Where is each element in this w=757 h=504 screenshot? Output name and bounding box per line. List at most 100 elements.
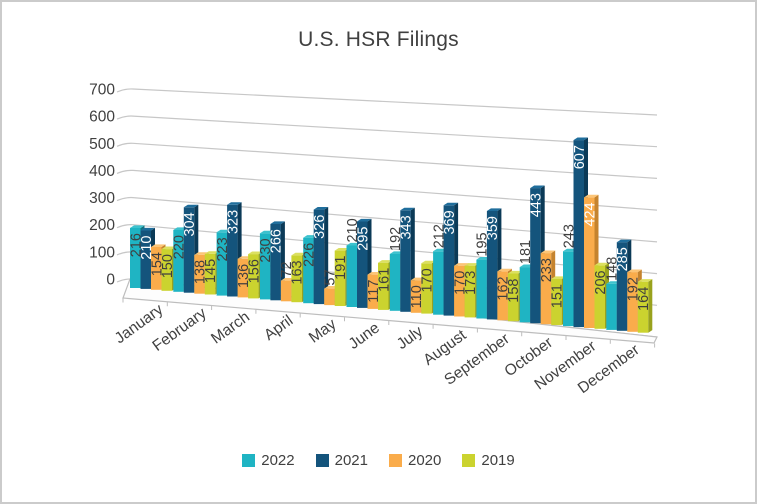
data-label-2019-august: 173	[463, 271, 479, 295]
bar-2022-february	[173, 230, 184, 292]
bar-top-2021-june	[357, 218, 372, 222]
data-label-2021-august: 369	[442, 210, 458, 234]
bar-side-2019-december	[648, 279, 653, 333]
bar-top-2021-february	[183, 204, 199, 208]
data-label-2022-february: 220	[172, 235, 188, 259]
bar-2022-may	[303, 237, 314, 304]
data-label-2019-february: 145	[203, 259, 219, 283]
data-label-2021-november: 607	[572, 145, 588, 169]
data-label-2020-february: 138	[193, 260, 209, 284]
bar-top-2019-july	[421, 260, 436, 264]
bar-2019-july	[421, 263, 432, 314]
y-axis-label-600: 600	[89, 109, 115, 126]
bar-2022-july	[389, 254, 401, 311]
data-label-2021-july: 343	[399, 215, 415, 239]
bar-2022-december	[606, 283, 617, 330]
bar-2021-march	[227, 204, 238, 297]
bar-top-2019-january	[161, 246, 176, 250]
gridline-300	[116, 196, 658, 243]
y-axis-label-400: 400	[89, 163, 115, 180]
x-axis-label-april: April	[261, 312, 296, 344]
bar-top-2019-april	[291, 252, 306, 256]
data-label-2019-april: 163	[290, 260, 306, 284]
legend-item-2022: 2022	[242, 452, 295, 469]
bar-2021-december	[616, 242, 628, 331]
data-label-2022-august: 212	[431, 224, 447, 248]
bar-top-2022-january	[130, 225, 145, 228]
bar-top-2019-february	[204, 251, 220, 254]
data-label-2020-september: 162	[496, 276, 512, 300]
data-label-2021-january: 210	[139, 236, 155, 260]
x-axis-label-may: May	[306, 316, 340, 347]
data-label-2019-november: 206	[593, 270, 609, 294]
data-label-2020-november: 424	[582, 202, 598, 226]
legend-label-2019: 2019	[481, 452, 515, 469]
bar-top-2021-march	[227, 202, 242, 205]
bar-2022-october	[519, 267, 531, 323]
bar-2021-april	[270, 224, 281, 301]
bar-2021-october	[530, 188, 541, 324]
bar-top-2019-december	[637, 279, 653, 282]
data-label-2021-february: 304	[182, 212, 198, 236]
legend-swatch-2019	[462, 454, 476, 467]
bar-2020-august	[454, 265, 465, 317]
bar-top-2020-november	[584, 194, 599, 198]
bar-2019-august	[464, 265, 476, 318]
bar-2022-june	[346, 245, 357, 307]
data-label-2020-october: 233	[539, 258, 555, 282]
data-label-2021-october: 443	[529, 193, 545, 217]
data-label-2020-april: 72	[279, 261, 295, 277]
data-label-2019-january: 150	[160, 254, 176, 278]
bar-2020-may	[324, 288, 335, 306]
bar-side-2021-may	[324, 207, 329, 305]
legend-label-2020: 2020	[408, 452, 442, 469]
bar-2019-june	[378, 262, 389, 310]
y-axis-label-100: 100	[89, 244, 115, 261]
bar-2021-january	[140, 230, 151, 289]
bar-top-2021-april	[270, 221, 285, 224]
y-axis-label-200: 200	[89, 217, 115, 234]
x-axis-label-june: June	[346, 319, 383, 353]
bar-2022-march	[216, 232, 228, 296]
y-axis-label-700: 700	[89, 82, 115, 99]
data-label-2022-april: 230	[258, 238, 274, 262]
bar-2022-november	[563, 251, 574, 327]
bar-2019-january	[161, 249, 172, 291]
gridline-200	[116, 224, 658, 275]
data-label-2020-may: 57	[322, 269, 338, 285]
bar-2019-october	[551, 279, 562, 326]
data-label-2021-may: 326	[312, 215, 328, 239]
data-label-2020-june: 117	[366, 280, 382, 303]
bar-2019-december	[637, 281, 649, 333]
bar-top-2020-january	[151, 244, 166, 247]
bar-2019-april	[291, 255, 302, 303]
bar-2019-september	[507, 273, 519, 322]
gridline-700	[116, 88, 658, 116]
bar-2022-august	[433, 251, 444, 315]
bar-top-2019-may	[334, 248, 350, 251]
data-label-2021-april: 266	[269, 229, 285, 253]
data-label-2020-march: 136	[236, 264, 252, 288]
data-label-2019-june: 161	[376, 268, 392, 292]
bar-2020-january	[151, 247, 162, 290]
data-label-2020-july: 110	[409, 285, 425, 308]
bar-2022-april	[259, 233, 271, 300]
legend-label-2021: 2021	[334, 452, 368, 469]
data-label-2021-december: 285	[615, 247, 631, 271]
data-label-2022-january: 216	[128, 233, 144, 257]
y-axis-label-300: 300	[89, 190, 115, 207]
bar-2021-june	[357, 221, 368, 308]
bar-top-2021-november	[573, 137, 588, 141]
data-label-2022-june: 210	[345, 218, 361, 242]
data-label-2019-may: 191	[333, 256, 349, 280]
bar-2020-march	[237, 258, 249, 298]
bar-2021-july	[400, 210, 411, 312]
data-label-2022-december: 148	[605, 257, 621, 281]
data-label-2019-march: 156	[246, 259, 262, 283]
bar-2021-may	[313, 209, 325, 305]
legend-item-2021: 2021	[315, 452, 368, 469]
data-label-2020-august: 170	[452, 271, 468, 295]
data-label-2019-december: 164	[636, 287, 652, 311]
legend-item-2019: 2019	[462, 452, 515, 469]
